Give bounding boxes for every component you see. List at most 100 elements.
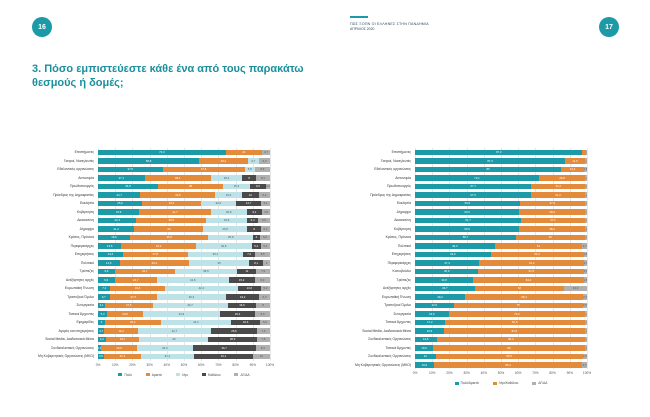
stacked-bar: 37,3 61,2 1,5 (415, 260, 587, 266)
bar-segment: 9,6 (249, 183, 267, 189)
stacked-bar: 10,6 88 1,4 (415, 345, 587, 351)
axis-tick-label: 60% (514, 371, 522, 375)
stacked-bar: 58,7401,3 (415, 234, 587, 240)
running-head-accent-bar (350, 16, 368, 18)
stacked-bar: 87,311,51,2 (415, 158, 587, 164)
legend-entry: ΔΓ/ΔΑ (234, 373, 250, 377)
chart-row: Αγορές και επιχειρήσεις 3,7 19,4 42,7 26,6 7,… (58, 327, 270, 336)
bar-segment: 14,7 (235, 200, 262, 206)
category-label: Ευρωπαϊκή Ένωση (64, 286, 94, 290)
stacked-bar: 74,3 21 4,7 (98, 149, 270, 155)
bar-segment: 34,2 (142, 200, 201, 206)
bar-segment: 52 (474, 285, 565, 291)
stacked-bar: 5,3 20,8 44,9 20,4 8,6 (98, 311, 270, 317)
bar-segment: 21,3 (104, 353, 141, 359)
chart-row: Συνδικαλιστικές Οργανώσεις 12,586,41,1 (368, 335, 587, 344)
axis-tick-label: 20% (129, 362, 136, 367)
legend-swatch (454, 381, 459, 385)
stacked-bar: 13,6 43,2 32,6 5,2 5,4 (98, 243, 270, 249)
category-label: Κυβέρνηση (393, 226, 411, 231)
bar-segment: 26,6 (211, 328, 257, 334)
stacked-bar: 3,7 19,4 42,7 26,6 7,6 (98, 328, 270, 334)
chart-row: Κοινοβούλιο 36,9 61,5 1,6 (393, 267, 587, 276)
stacked-bar: 72,126,81,1 (415, 175, 587, 181)
bar-segment: 1,9 (583, 251, 587, 257)
chart-legend: Πολύ/Αρκετά Λίγο/Καθόλου ΔΓ/ΔΑ (415, 381, 587, 385)
category-label: Τράπεζες (396, 277, 411, 282)
bar-segment: 68,4 (465, 294, 583, 300)
chart-row: Τοπικοί Άρχοντες 17,281,51,3 (385, 318, 587, 327)
bar-segment: 31,2 (531, 183, 586, 189)
chart-row: Επιχειρήσεις 43,9 54,2 1,9 (392, 250, 587, 259)
bar-segment: 32,1 (187, 251, 243, 257)
bar-segment: 2,5 (582, 353, 587, 359)
stacked-bar: 1,820,932,336,78,3 (98, 345, 270, 351)
bar-segment: 5,1 (261, 200, 270, 206)
stacked-bar: 4 32,4 41,1 16,6 5,9 (98, 319, 270, 325)
page-number-right: 17 (599, 17, 619, 37)
running-head: ΠΩΣ ΞΟΠΝ ΟΙ ΕΛΛΗΝΕΣ ΣΤΗΝ ΠΑΝΔΗΜΙΑ ΑΠΡΙΛΙ… (350, 16, 470, 32)
category-label: Ανεξάρτητες αρχές (65, 277, 94, 282)
gridline (501, 148, 502, 369)
stacked-bar: 27,1 38,4 18,4 8 8,1 (98, 175, 270, 181)
legend-label: Λίγο/Καθόλου (498, 381, 519, 385)
category-label: Επιχειρήσεις (74, 252, 94, 256)
chart-row: Social Media, Διαδικτυακά Μέσα 16,981,81,… (362, 327, 587, 336)
bar-segment: 17,2 (415, 319, 445, 325)
category-label: Επιστήμονες (74, 150, 94, 154)
bar-segment: 1,2 (584, 192, 587, 198)
chart-row: Περιφερειάρχες 13,6 43,2 32,6 5,2 5,4 (71, 242, 270, 251)
bar-segment: 1,2 (584, 200, 587, 206)
category-label: Δήμαρχοι (79, 226, 94, 231)
bar-segment: 15,2 (228, 277, 255, 283)
axis-tick-label: 30% (146, 362, 153, 367)
legend-entry: Λίγο/Καθόλου (492, 381, 519, 385)
category-label: Πρόεδρος της Δημοκρατίας (53, 192, 94, 197)
bar-segment: 21 (225, 149, 262, 155)
bar-segment: 1,1 (585, 183, 587, 189)
category-label: Ευρωπαϊκή Ένωση (381, 294, 411, 299)
category-label: Τοπικοί Άρχοντες (385, 345, 411, 350)
chart-row: Αστυνομία 72,126,81,1 (395, 174, 587, 183)
trust-chart-detailed: Επιστήμονες 74,3 21 4,7 Γιατροί, Νοσηλευτές 5… (38, 148, 274, 377)
gridline (449, 148, 451, 369)
bar-segment: 16,6 (231, 319, 260, 325)
axis-tick-label: 0% (412, 371, 418, 375)
legend-entry: Καθόλου (202, 373, 220, 377)
bar-segment: 85 (415, 166, 562, 172)
bar-segment: 21,2 (98, 226, 135, 232)
axis-tick-label: 10% (428, 371, 436, 375)
chart-row: Περιφερειάρχες 37,3 61,2 1,5 (388, 259, 587, 268)
stacked-bar: 46,3 51 2,7 (415, 243, 587, 249)
bar-segment: 26,8 (539, 175, 586, 181)
axis-tick-label: 10% (111, 362, 119, 367)
bar-segment: 31,3 (531, 192, 585, 198)
chart-row: Συνεργασία 19,679,31,1 (393, 310, 587, 319)
bar-segment: 43,5 (140, 192, 216, 198)
category-label: Πρωθυπουργός (70, 184, 94, 188)
category-label: Τράπεζες (79, 269, 94, 273)
chart-row: Πρωθυπουργός 67,731,21,1 (387, 182, 587, 191)
bar-segment: 23,9 (98, 209, 140, 215)
bar-segment: 1,2 (584, 217, 587, 223)
bar-segment: 27,6 (105, 302, 153, 308)
bar-segment: 33,8 (415, 277, 474, 283)
chart-row: Δήμαρχοι 21,2 40 25,6 8 5,2 (80, 225, 270, 234)
bar-segment: 74,3 (98, 149, 226, 155)
bar-segment: 97,3 (415, 149, 583, 155)
bar-segment: 3,7 (98, 328, 105, 334)
bar-segment: 44,9 (142, 311, 221, 317)
bar-segment: 32,4 (104, 319, 161, 325)
bar-segment: 5,2 (261, 226, 270, 232)
bar-segment: 1,1 (585, 209, 587, 215)
chart-row: Επιστήμονες 74,3 21 4,7 (75, 148, 270, 157)
chart-row: Μη Κυβερνητικές Οργανώσεις (ΜΚΟ) 10,9 86,4… (355, 361, 587, 370)
chart-row: Ανεξάρτητες αρχές 34,7 52 13,3 (383, 284, 587, 293)
chart-row: Εκκλησία 60,937,91,2 (397, 199, 587, 208)
gridline (432, 148, 434, 369)
chart-row: Ευρωπαϊκή Ένωση 7,2 31,6 42,4 13,6 5,2 (65, 284, 270, 293)
axis-tick-label: 90% (249, 362, 256, 367)
category-label: Συνδικαλιστικές Οργανώσεις (51, 345, 94, 350)
bar-segment: 46,3 (415, 243, 495, 249)
gridline (535, 148, 537, 369)
